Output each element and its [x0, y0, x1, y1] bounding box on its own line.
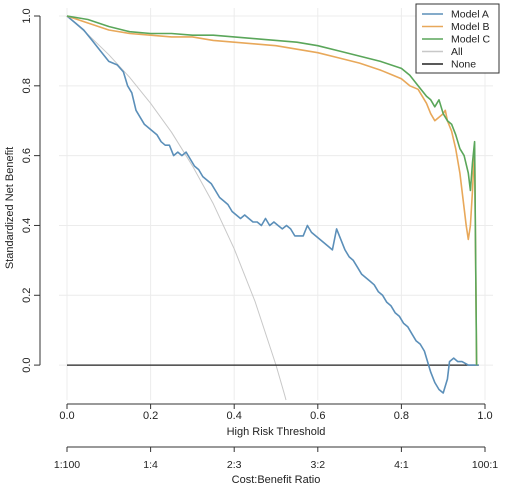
- x-tick-label-5: 1.0: [477, 410, 492, 422]
- y-tick-label-1: 0.2: [21, 288, 33, 303]
- x-tick-label-2: 0.4: [227, 410, 242, 422]
- legend-label-none: None: [451, 59, 476, 71]
- series-lines: [66, 15, 479, 401]
- y-tick-label-5: 1.0: [21, 8, 33, 23]
- secondary-tick-label-3: 3:2: [310, 459, 325, 471]
- secondary-axis-title: Cost:Benefit Ratio: [232, 474, 321, 486]
- secondary-tick-label-1: 1:4: [143, 459, 158, 471]
- secondary-tick-label-2: 2:3: [227, 459, 242, 471]
- y-tick-label-2: 0.4: [21, 218, 33, 233]
- series-line-model-c: [66, 15, 478, 366]
- y-tick-label-3: 0.6: [21, 148, 33, 163]
- x-tick-label-4: 0.8: [394, 410, 409, 422]
- legend-label-model-a: Model A: [451, 9, 489, 21]
- x-tick-label-3: 0.6: [310, 410, 325, 422]
- legend-label-model-c: Model C: [451, 34, 491, 46]
- y-tick-label-0: 0.0: [21, 357, 33, 372]
- y-axis-title: Standardized Net Benefit: [4, 147, 16, 269]
- legend-label-all: All: [451, 46, 463, 58]
- secondary-tick-label-0: 1:100: [54, 459, 80, 471]
- x-axis-title: High Risk Threshold: [227, 426, 326, 438]
- series-line-model-a: [66, 15, 479, 394]
- secondary-tick-label-4: 4:1: [394, 459, 409, 471]
- x-tick-label-0: 0.0: [59, 410, 74, 422]
- secondary-tick-label-5: 100:1: [472, 459, 498, 471]
- legend-label-model-b: Model B: [451, 21, 490, 33]
- x-tick-label-1: 0.2: [143, 410, 158, 422]
- series-line-model-b: [66, 15, 478, 366]
- axes: 0.0 0.2 0.4 0.6 0.8 1.0 Standardized Net Benef…: [4, 8, 498, 486]
- y-tick-label-4: 0.8: [21, 78, 33, 93]
